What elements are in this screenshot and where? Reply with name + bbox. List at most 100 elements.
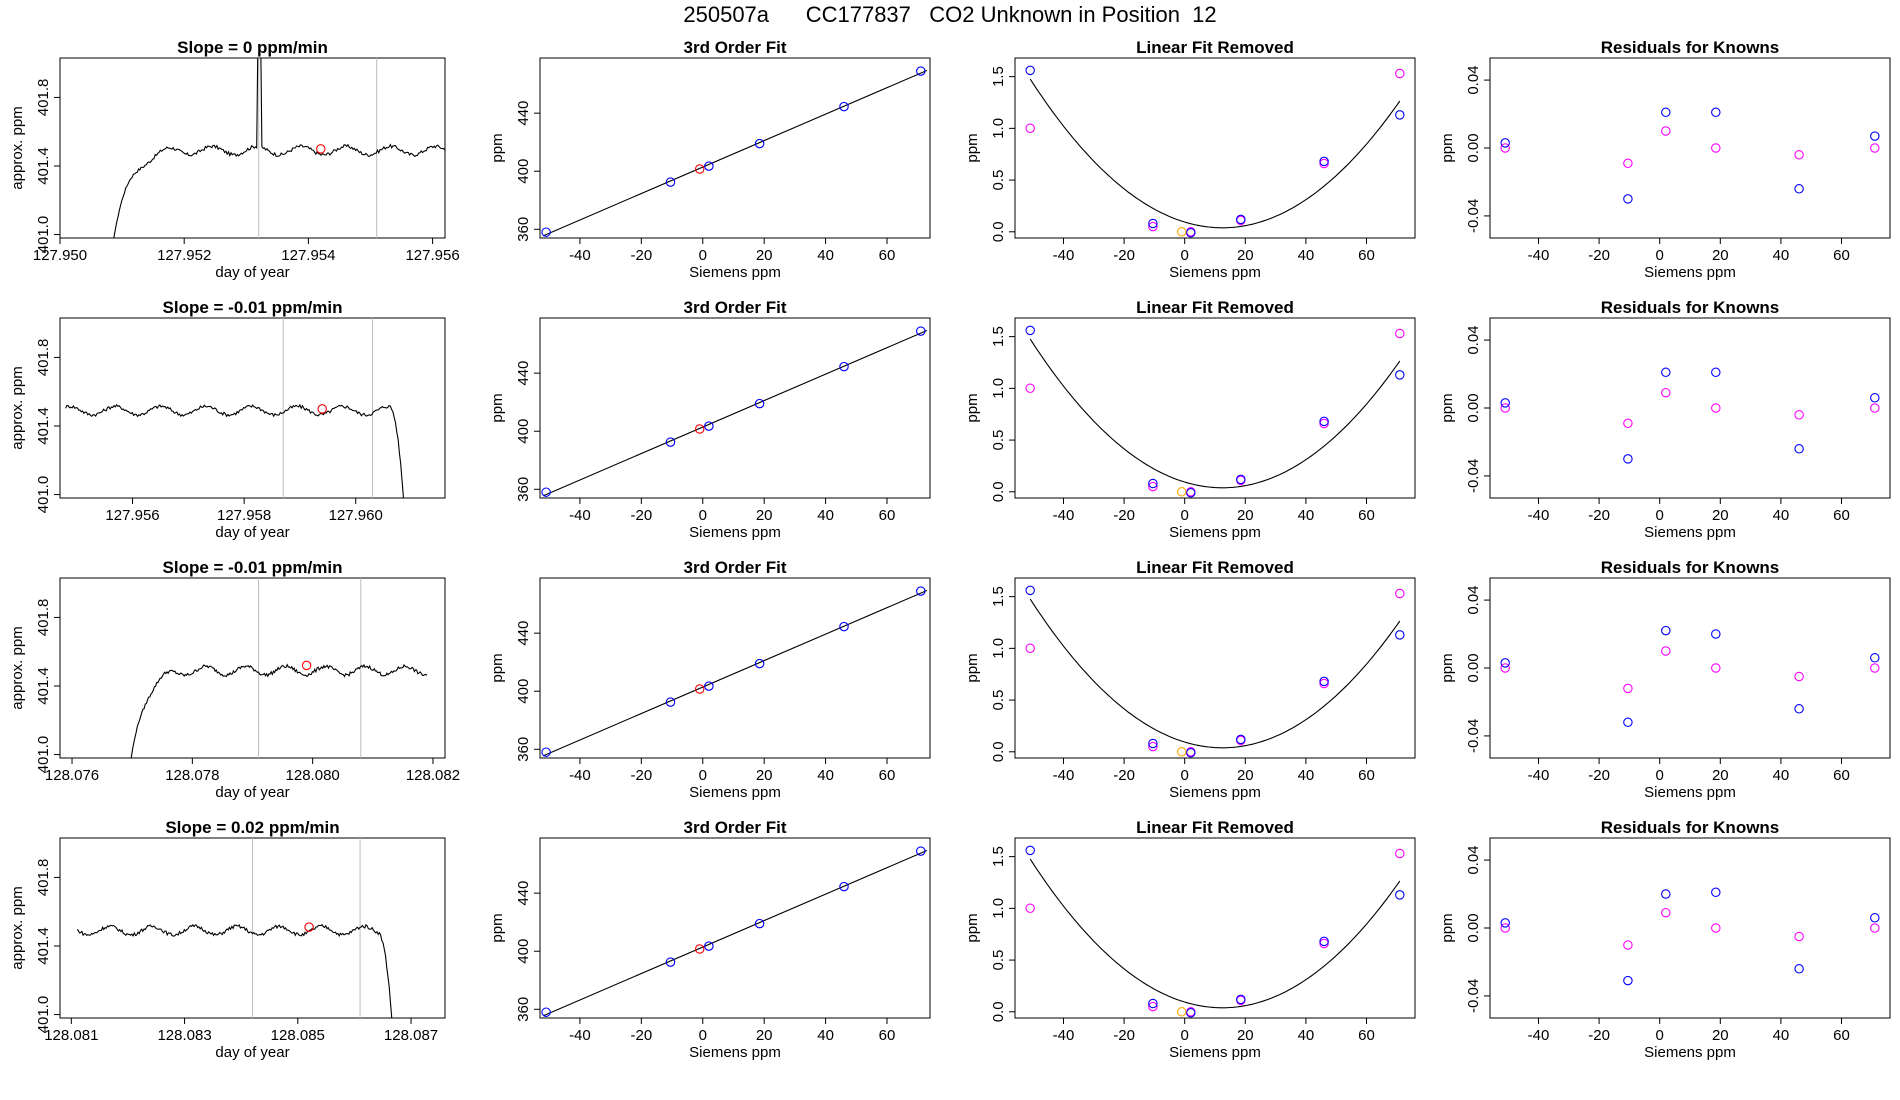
- panel-data: [1500, 887, 1880, 986]
- plot-frame: [1489, 57, 1891, 239]
- x-tick-label: 0: [699, 767, 707, 784]
- plot-frame: [59, 317, 446, 499]
- y-tick-label: 1.0: [990, 118, 1007, 139]
- x-axis-label: Siemens ppm: [1169, 784, 1261, 801]
- x-tick-label: -20: [630, 1027, 652, 1044]
- ppm-trace: [113, 58, 445, 238]
- standard-point: [704, 681, 714, 691]
- blue-residual: [1794, 964, 1804, 974]
- x-tick-label: -20: [1588, 1027, 1610, 1044]
- standard-point: [541, 747, 551, 757]
- x-axis-label: day of year: [215, 1044, 289, 1061]
- x-axis-label: Siemens ppm: [1644, 1044, 1736, 1061]
- standard-point: [916, 66, 926, 76]
- ppm-trace: [130, 663, 428, 758]
- y-tick-label: 360: [515, 997, 532, 1022]
- magenta-point: [1395, 588, 1405, 599]
- panel-title: Slope = 0.02 ppm/min: [165, 818, 339, 837]
- y-tick-label: 1.5: [990, 326, 1007, 347]
- blue-residual: [1623, 194, 1633, 204]
- x-tick-label: 128.085: [271, 1027, 325, 1044]
- panel-title: 3rd Order Fit: [684, 558, 787, 577]
- x-axis-label: Siemens ppm: [1644, 524, 1736, 541]
- x-tick-label: 127.956: [105, 507, 159, 524]
- x-tick-label: 20: [756, 247, 773, 264]
- x-axis-label: Siemens ppm: [1169, 524, 1261, 541]
- panel-title: Linear Fit Removed: [1136, 558, 1294, 577]
- magenta-point: [1319, 938, 1329, 949]
- magenta-residual: [1661, 907, 1671, 918]
- panel-title: 3rd Order Fit: [684, 298, 787, 317]
- x-axis-label: Siemens ppm: [1644, 784, 1736, 801]
- panel-title: Residuals for Knowns: [1601, 818, 1780, 837]
- fit-line: [542, 849, 928, 1017]
- plot-frame: [1014, 317, 1416, 499]
- magenta-residual: [1794, 671, 1804, 682]
- y-tick-label: 440: [515, 881, 532, 906]
- standard-point: [541, 1007, 551, 1017]
- plot-frame: [59, 577, 446, 759]
- y-tick-label: 0.0: [990, 1001, 1007, 1022]
- x-tick-label: 0: [1656, 767, 1664, 784]
- figure-title: 250507a CC177837 CO2 Unknown in Position…: [0, 2, 1900, 28]
- y-tick-label: 1.0: [990, 378, 1007, 399]
- y-tick-label: 401.4: [35, 667, 52, 705]
- x-tick-label: 127.960: [329, 507, 383, 524]
- unknown-point: [1176, 487, 1187, 497]
- x-tick-label: -20: [630, 767, 652, 784]
- blue-point: [1025, 585, 1035, 596]
- x-tick-label: 20: [1237, 247, 1254, 264]
- x-tick-label: 40: [1298, 1027, 1315, 1044]
- blue-point: [1025, 845, 1035, 856]
- blue-point: [1148, 998, 1158, 1009]
- panel-data: [541, 326, 928, 497]
- x-tick-label: 20: [756, 507, 773, 524]
- y-tick-label: 360: [515, 217, 532, 242]
- standard-point: [916, 846, 926, 856]
- x-axis-label: day of year: [215, 524, 289, 541]
- panel-title: Slope = -0.01 ppm/min: [163, 298, 343, 317]
- blue-point: [1395, 890, 1405, 900]
- magenta-residual: [1794, 410, 1804, 420]
- y-tick-label: 401.8: [35, 339, 52, 377]
- standard-point: [665, 177, 676, 187]
- standard-point: [665, 697, 676, 707]
- panel-slope-row2: Slope = -0.01 ppm/min 127.956 127.958 127.9…: [9, 298, 446, 541]
- y-tick-label: 401.8: [35, 79, 52, 117]
- blue-residual: [1661, 367, 1671, 378]
- y-axis-label: approx. ppm: [9, 366, 26, 449]
- x-tick-label: -20: [630, 507, 652, 524]
- y-tick-label: 1.5: [990, 586, 1007, 607]
- blue-residual: [1870, 653, 1880, 663]
- standard-point: [541, 487, 551, 497]
- plot-frame: [1014, 57, 1416, 239]
- x-tick-label: 40: [817, 1027, 834, 1044]
- standard-point: [754, 658, 765, 669]
- y-axis-label: ppm: [964, 913, 981, 942]
- x-tick-label: -20: [1588, 507, 1610, 524]
- x-tick-label: 127.954: [281, 247, 335, 264]
- plot-frame: [539, 317, 931, 499]
- panel-title: 3rd Order Fit: [684, 38, 787, 57]
- panel-data: [113, 58, 445, 238]
- panel-data: [1025, 585, 1405, 758]
- standard-point: [839, 621, 849, 632]
- standard-point: [839, 101, 849, 112]
- panel-title: 3rd Order Fit: [684, 818, 787, 837]
- x-tick-label: 40: [1773, 767, 1790, 784]
- mean-marker: [304, 922, 314, 932]
- x-tick-label: 0: [1181, 507, 1189, 524]
- magenta-residual: [1623, 158, 1633, 169]
- y-tick-label: -0.04: [1465, 199, 1482, 233]
- blue-point: [1395, 630, 1405, 640]
- panel-data: [1025, 845, 1405, 1018]
- mean-marker: [301, 660, 312, 671]
- x-tick-label: 60: [1358, 1027, 1375, 1044]
- y-tick-label: 401.4: [35, 147, 52, 185]
- x-tick-label: 40: [817, 767, 834, 784]
- y-axis-label: ppm: [964, 393, 981, 422]
- magenta-point: [1148, 481, 1158, 492]
- x-tick-label: -20: [1113, 247, 1135, 264]
- x-tick-label: 40: [1298, 767, 1315, 784]
- y-axis-label: approx. ppm: [9, 106, 26, 189]
